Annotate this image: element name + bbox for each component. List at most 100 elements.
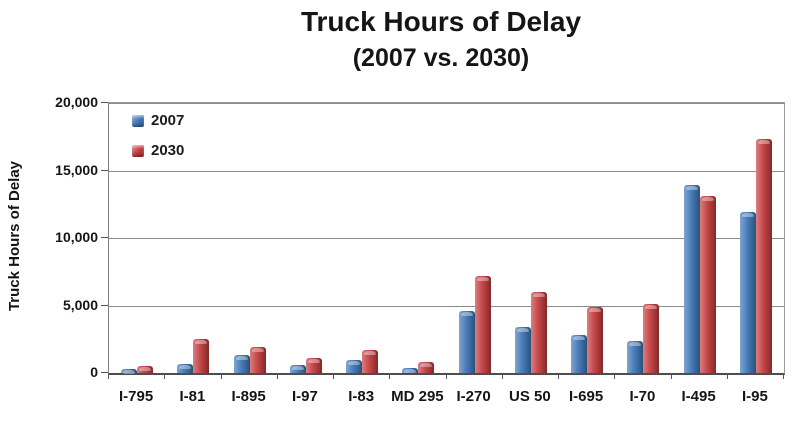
y-tick-mark: [101, 237, 108, 238]
bar-highlight: [364, 351, 377, 356]
x-tick-mark: [276, 374, 278, 379]
x-tick-mark: [558, 374, 559, 379]
x-label-I-270: I-270: [456, 388, 491, 405]
x-label-I-695: I-695: [569, 388, 604, 405]
y-tick-mark: [101, 304, 108, 306]
bar-highlight: [460, 311, 473, 316]
bar-2030-I-270: [474, 275, 491, 373]
bar-2030-I-70: [643, 304, 660, 373]
bar-group-I-70: [615, 103, 671, 373]
x-tick-mark: [445, 374, 447, 379]
bar-highlight: [420, 363, 433, 368]
chart-title-line2: (2007 vs. 2030): [352, 44, 530, 72]
bar-highlight: [701, 197, 714, 202]
bar-2030-I-695: [587, 306, 604, 373]
bar-2007-US 50: [514, 327, 531, 373]
x-label-US 50: US 50: [509, 388, 551, 405]
y-tick-label: 5,000: [62, 296, 98, 313]
bar-group-I-270: [447, 103, 503, 373]
bar-2030-MD 295: [418, 362, 435, 373]
x-tick-mark: [614, 374, 616, 379]
bar-highlight: [307, 359, 320, 364]
bar-highlight: [251, 348, 264, 353]
gridline-10000: [109, 238, 784, 239]
bar-2007-I-83: [346, 359, 363, 373]
bar-2030-I-97: [305, 358, 322, 373]
legend-label: 2030: [151, 142, 185, 159]
bar-highlight: [516, 328, 529, 333]
y-tick-label: 10,000: [55, 229, 98, 245]
bar-2007-I-95: [739, 212, 756, 373]
x-label-I-81: I-81: [179, 388, 206, 405]
bar-group-I-495: [672, 103, 728, 373]
bar-group-I-695: [559, 103, 615, 373]
gridline-5000: [109, 305, 784, 307]
y-tick-mark: [101, 169, 108, 171]
gridline-15000: [109, 170, 784, 172]
bar-group-I-95: [728, 103, 784, 373]
bar-highlight: [348, 360, 361, 365]
y-tick-mark: [101, 372, 108, 373]
bar-2007-I-795: [121, 368, 138, 374]
bar-highlight: [532, 293, 545, 297]
x-label-I-795: I-795: [119, 388, 154, 405]
y-tick-mark: [101, 102, 108, 103]
x-label-MD 295: MD 295: [391, 388, 444, 405]
x-tick-mark: [783, 374, 784, 379]
legend-item-2030: 2030: [132, 142, 184, 159]
chart-title-line1: Truck Hours of Delay: [300, 6, 582, 37]
x-tick-mark: [333, 374, 334, 379]
bar-2007-I-895: [233, 355, 250, 373]
bar-highlight: [741, 213, 754, 218]
bar-group-MD 295: [390, 103, 446, 373]
y-tick-label: 20,000: [55, 94, 98, 110]
bar-highlight: [476, 276, 489, 281]
bar-2007-MD 295: [402, 367, 419, 373]
x-tick-mark: [389, 374, 391, 379]
bar-highlight: [589, 307, 602, 312]
bar-highlight: [573, 336, 586, 341]
bar-highlight: [139, 367, 152, 372]
bar-2007-I-270: [458, 310, 475, 373]
x-label-I-495: I-495: [681, 388, 716, 405]
bar-highlight: [123, 369, 136, 374]
bar-group-I-795: [109, 103, 165, 374]
bar-group-I-97: [278, 103, 334, 373]
x-label-I-95: I-95: [741, 388, 768, 405]
legend: 2007 2030: [132, 112, 184, 172]
x-axis-labels: I-795 I-81 I-895 I-97 I-83 MD 295 I-270 US 50 I-…: [108, 388, 783, 405]
legend-swatch-icon: [132, 144, 144, 157]
bar-2030-I-81: [193, 339, 210, 373]
x-tick-mark: [164, 374, 166, 379]
bar-2030-I-95: [755, 139, 772, 373]
bar-highlight: [179, 364, 192, 369]
x-tick-mark: [108, 374, 109, 379]
y-tick-label: 15,000: [55, 161, 98, 178]
bar-2030-US 50: [530, 292, 547, 373]
bar-highlight: [757, 140, 770, 145]
bar-highlight: [404, 368, 417, 373]
bar-2030-I-795: [137, 366, 154, 373]
bar-group-I-83: [334, 103, 390, 373]
x-label-I-97: I-97: [291, 388, 318, 405]
x-label-I-70: I-70: [629, 388, 656, 405]
x-tick-mark: [670, 374, 672, 379]
bar-group-I-81: [165, 103, 221, 373]
bar-group-US 50: [503, 103, 559, 373]
bar-2007-I-81: [177, 363, 194, 373]
bar-2007-I-695: [571, 335, 588, 373]
bar-highlight: [195, 340, 208, 345]
x-tick-mark: [501, 374, 503, 379]
x-tick-mark: [220, 374, 222, 379]
x-label-I-83: I-83: [348, 388, 375, 405]
legend-item-2007: 2007: [132, 112, 184, 129]
plot-area: [108, 102, 785, 375]
legend-swatch-icon: [132, 114, 144, 127]
legend-label: 2007: [151, 112, 185, 129]
bar-2030-I-895: [249, 347, 266, 373]
bar-highlight: [685, 186, 698, 191]
x-tick-mark: [726, 374, 728, 379]
gridline-20000: [109, 103, 784, 104]
bar-2030-I-83: [362, 350, 379, 373]
